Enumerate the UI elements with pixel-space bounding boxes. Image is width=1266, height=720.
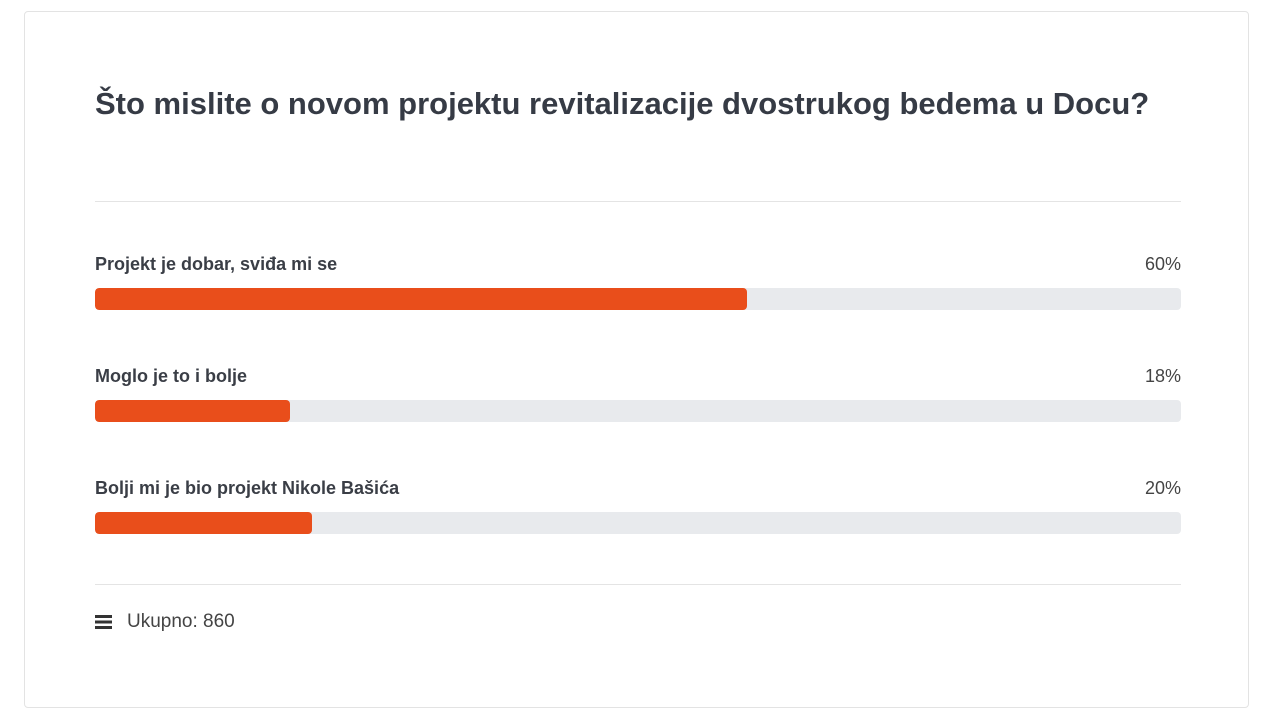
option-label: Projekt je dobar, sviđa mi se (95, 254, 338, 274)
progress-fill (95, 288, 747, 310)
progress-fill (95, 400, 291, 422)
divider (95, 201, 1181, 202)
menu-icon (95, 615, 112, 629)
option-percent: 18% (1144, 366, 1181, 386)
progress-track (95, 288, 1181, 310)
progress-track (95, 400, 1181, 422)
option-percent: 20% (1144, 478, 1181, 498)
progress-fill (95, 512, 313, 534)
poll-question: Što mislite o novom projektu revitalizac… (95, 86, 1150, 121)
option-label: Bolji mi je bio projekt Nikole Bašića (95, 478, 400, 498)
divider (95, 584, 1181, 585)
total-votes: Ukupno: 860 (127, 611, 235, 632)
progress-track (95, 512, 1181, 534)
poll-footer: Ukupno: 860 (95, 611, 235, 633)
option-label: Moglo je to i bolje (95, 366, 247, 386)
poll-card: Što mislite o novom projektu revitalizac… (24, 11, 1249, 708)
option-percent: 60% (1144, 254, 1181, 274)
